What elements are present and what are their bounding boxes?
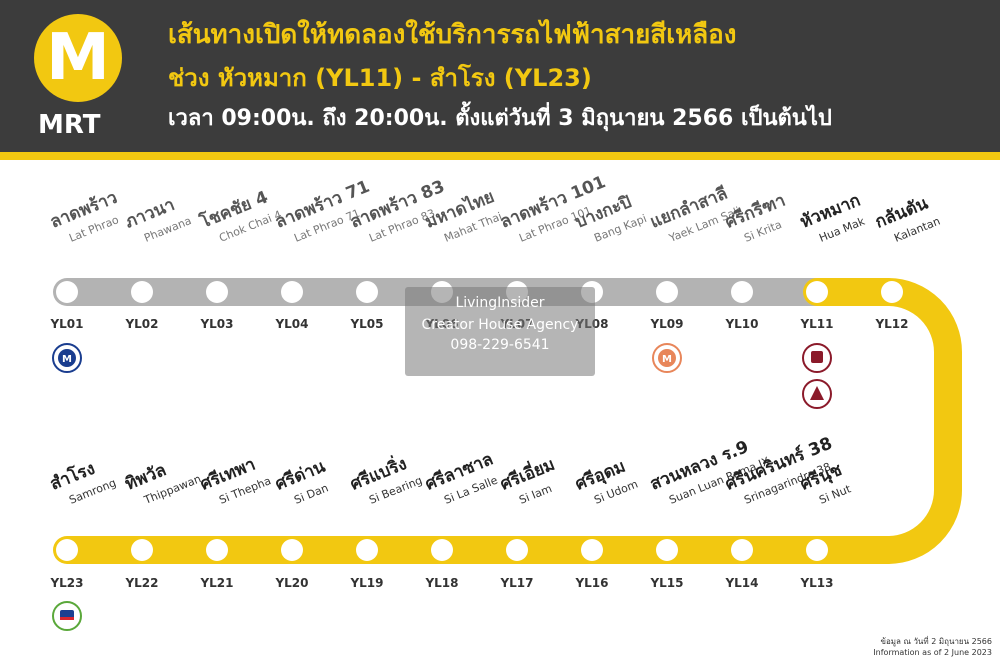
footnote-th: ข้อมูล ณ วันที่ 2 มิถุนายน 2566: [880, 637, 992, 646]
station-code: YL11: [799, 317, 833, 331]
station-code: YL17: [499, 576, 533, 590]
station-code: YL12: [874, 317, 908, 331]
station-code: YL18: [424, 576, 458, 590]
station-dot: [56, 281, 78, 303]
station-code: YL13: [799, 576, 833, 590]
station-code: YL21: [199, 576, 233, 590]
station-code: YL19: [349, 576, 383, 590]
station-dot: [56, 539, 78, 561]
header-bar: M MRT เส้นทางเปิดให้ทดลองใช้บริการรถไฟฟ้…: [0, 0, 1000, 152]
mrt-interchange-letter: M: [662, 354, 672, 365]
station-code: YL15: [649, 576, 683, 590]
mrt-interchange-letter: M: [62, 354, 72, 365]
station-code: YL01: [49, 317, 83, 331]
station-code: YL05: [349, 317, 383, 331]
watermark: LivingInsider Creator House Agency 098-2…: [405, 287, 595, 376]
station-code: YL03: [199, 317, 233, 331]
mrt-interchange-icon-core: [58, 349, 76, 367]
bts-stripe-icon: [60, 617, 74, 620]
route-subtitle: ช่วง หัวหมาก (YL11) - สำโรง (YL23): [168, 64, 592, 92]
station-code: YL09: [649, 317, 683, 331]
header-stripe: [0, 152, 1000, 160]
watermark-brand: LivingInsider: [455, 295, 545, 311]
station-dot: [356, 539, 378, 561]
station-dot: [206, 281, 228, 303]
srt-emblem-icon: [810, 386, 824, 400]
line-open-section: [53, 278, 962, 564]
station-dot: [806, 281, 828, 303]
station-dot: [656, 281, 678, 303]
station-code: YL04: [274, 317, 308, 331]
footnote-en: Information as of 2 June 2023: [873, 648, 992, 657]
page-title: เส้นทางเปิดให้ทดลองใช้บริการรถไฟฟ้าสายสี…: [168, 20, 737, 50]
service-hours: เวลา 09:00น. ถึง 20:00น. ตั้งแต่วันที่ 3…: [168, 106, 832, 131]
station-dot: [131, 281, 153, 303]
station-dot: [881, 281, 903, 303]
mrt-logo-text: MRT: [38, 110, 101, 140]
station-code: YL16: [574, 576, 608, 590]
station-dot: [731, 539, 753, 561]
station-dot: [731, 281, 753, 303]
watermark-agency: Creator House Agency: [421, 317, 579, 333]
station-dot: [581, 539, 603, 561]
station-code: YL10: [724, 317, 758, 331]
train-icon: [811, 351, 823, 363]
station-code: YL20: [274, 576, 308, 590]
footnote: ข้อมูล ณ วันที่ 2 มิถุนายน 2566 Informat…: [873, 636, 992, 658]
mrt-logo-circle: M: [34, 14, 122, 102]
mrt-logo-letter: M: [46, 21, 110, 95]
watermark-phone: 098-229-6541: [450, 337, 550, 353]
station-dot: [356, 281, 378, 303]
station-dot: [806, 539, 828, 561]
station-code: YL23: [49, 576, 83, 590]
station-dot: [131, 539, 153, 561]
station-code: YL14: [724, 576, 758, 590]
station-dot: [431, 539, 453, 561]
station-dot: [281, 539, 303, 561]
station-dot: [206, 539, 228, 561]
station-dot: [506, 539, 528, 561]
station-code: YL02: [124, 317, 158, 331]
station-code: YL22: [124, 576, 158, 590]
mrt-logo: M MRT: [24, 14, 134, 142]
mrt-interchange-icon-core: [658, 349, 676, 367]
station-dot: [281, 281, 303, 303]
station-dot: [656, 539, 678, 561]
